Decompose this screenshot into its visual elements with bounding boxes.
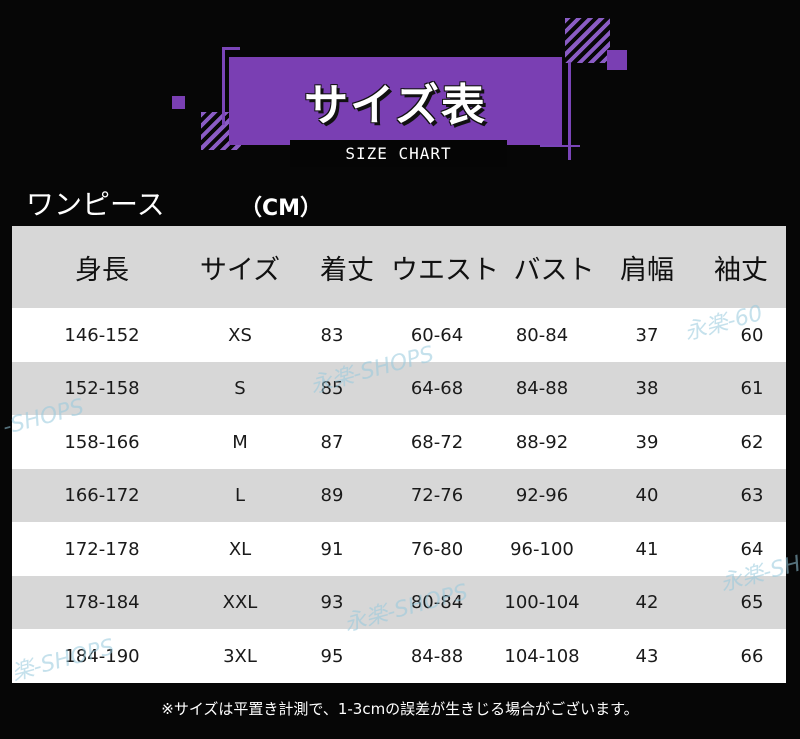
page-subtitle: SIZE CHART <box>290 140 507 167</box>
cell-sleeve: 66 <box>740 645 764 667</box>
cell-waist: 80-84 <box>410 592 464 613</box>
cell-height: 158-166 <box>64 431 140 453</box>
cell-waist: 60-64 <box>410 324 464 346</box>
cell-size: XXL <box>222 592 258 613</box>
cell-waist: 72-76 <box>410 485 464 506</box>
cell-sleeve: 62 <box>740 431 764 453</box>
cell-height: 184-190 <box>64 645 140 667</box>
table-header-row: 身長 サイズ 着丈 ウエスト バスト 肩幅 袖丈 <box>12 226 786 308</box>
square-decoration-right <box>607 50 627 70</box>
cell-waist: 68-72 <box>410 431 464 453</box>
table-row: 178-184 XXL 93 80-84 100-104 42 65 <box>12 575 786 630</box>
column-header-shoulder: 肩幅 <box>620 254 674 286</box>
cell-height: 172-178 <box>64 538 140 560</box>
column-header-sleeve: 袖丈 <box>714 254 768 286</box>
cell-sleeve: 60 <box>740 324 764 346</box>
frame-line-left <box>222 47 225 125</box>
frame-line-top <box>222 47 240 50</box>
cell-bust: 84-88 <box>515 378 569 399</box>
table-row: 152-158 S 85 64-68 84-88 38 61 <box>12 361 786 416</box>
page-title: サイズ表 <box>304 80 487 131</box>
table-row: 172-178 XL 91 76-80 96-100 41 64 <box>12 522 786 576</box>
column-header-waist: ウエスト <box>391 254 499 286</box>
hatch-decoration-top-right <box>565 18 610 63</box>
cell-height: 178-184 <box>64 592 140 613</box>
cell-waist: 76-80 <box>410 538 464 560</box>
cell-sleeve: 64 <box>740 538 764 560</box>
table-row: 184-190 3XL 95 84-88 104-108 43 66 <box>12 629 786 683</box>
cell-shoulder: 42 <box>635 592 659 613</box>
cell-height: 152-158 <box>64 378 140 399</box>
measurement-note: ※サイズは平置き計測で、1-3cmの誤差が生きじる場合がございます。 <box>161 700 639 718</box>
cell-height: 166-172 <box>64 485 140 506</box>
product-name: ワンピース <box>26 188 165 221</box>
table-row: 146-152 XS 83 60-64 80-84 37 60 <box>12 308 786 362</box>
cell-shoulder: 43 <box>635 645 659 667</box>
table-row: 166-172 L 89 72-76 92-96 40 63 <box>12 468 786 523</box>
column-header-bust: バスト <box>513 254 595 286</box>
cell-bust: 88-92 <box>515 431 569 453</box>
cell-sleeve: 65 <box>740 592 764 613</box>
column-header-length: 着丈 <box>320 254 374 286</box>
cell-size: 3XL <box>223 645 257 667</box>
column-header-height: 身長 <box>75 254 129 286</box>
cell-shoulder: 41 <box>635 538 659 560</box>
cell-length: 95 <box>320 645 344 667</box>
cell-bust: 92-96 <box>515 485 569 506</box>
cell-size: XL <box>228 538 252 560</box>
table-row: 158-166 M 87 68-72 88-92 39 62 <box>12 415 786 469</box>
cell-bust: 100-104 <box>504 592 580 613</box>
cell-waist: 64-68 <box>410 378 464 399</box>
cell-length: 89 <box>320 485 344 506</box>
cell-shoulder: 37 <box>635 324 659 346</box>
title-banner: サイズ表 <box>229 57 562 145</box>
cell-height: 146-152 <box>64 324 140 346</box>
size-table: 身長 サイズ 着丈 ウエスト バスト 肩幅 袖丈 146-152 XS 83 60-6… <box>12 226 786 683</box>
cell-length: 85 <box>320 378 344 399</box>
cell-bust: 80-84 <box>515 324 569 346</box>
cell-length: 87 <box>320 431 344 453</box>
cell-size: L <box>234 485 246 506</box>
cell-length: 93 <box>320 592 344 613</box>
unit-label: （CM） <box>240 196 323 221</box>
cell-bust: 104-108 <box>504 645 580 667</box>
cell-sleeve: 61 <box>740 378 764 399</box>
frame-line-bottom-right <box>540 145 580 147</box>
cell-length: 91 <box>320 538 344 560</box>
column-header-size: サイズ <box>199 254 281 286</box>
cell-waist: 84-88 <box>410 645 464 667</box>
cell-size: S <box>234 378 246 399</box>
cell-shoulder: 40 <box>635 485 659 506</box>
cell-bust: 96-100 <box>510 538 574 560</box>
cell-length: 83 <box>320 324 344 346</box>
cell-size: M <box>232 431 248 453</box>
square-decoration-left <box>172 96 185 109</box>
cell-sleeve: 63 <box>740 485 764 506</box>
cell-shoulder: 39 <box>635 431 659 453</box>
frame-line-right <box>568 62 571 160</box>
cell-size: XS <box>228 324 252 346</box>
cell-shoulder: 38 <box>635 378 659 399</box>
